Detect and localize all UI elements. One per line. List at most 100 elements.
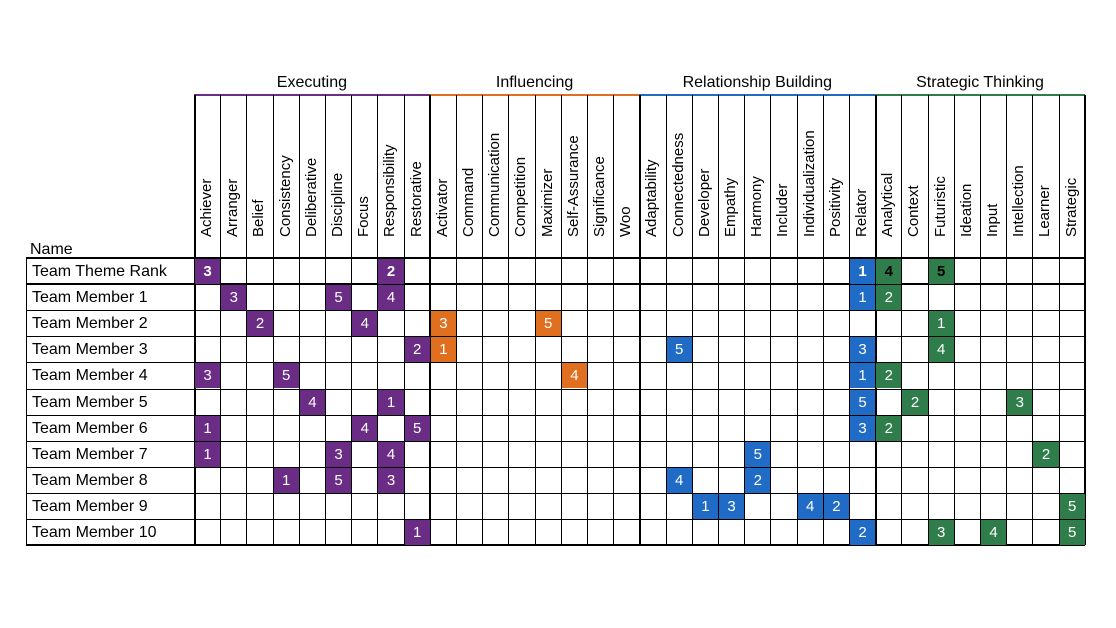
grid-vline (246, 95, 248, 546)
theme-header-label: Intellection (1010, 165, 1028, 237)
team-member-label: Team Member 2 (32, 315, 148, 333)
theme-header-label: Woo (617, 206, 635, 237)
theme-header-intellection: Intellection (1010, 93, 1034, 255)
rank-cell-intellection: 3 (1007, 389, 1033, 415)
grid-vline (325, 95, 326, 546)
theme-header-adaptability: Adaptability (643, 93, 667, 255)
rank-cell-restorative: 2 (404, 337, 430, 363)
theme-header-label: Includer (774, 183, 792, 237)
grid-vline (456, 95, 457, 546)
grid-vline (718, 95, 719, 546)
rank-cell-connectedness: 4 (666, 467, 692, 493)
theme-header-significance: Significance (591, 93, 615, 255)
team-theme-rank-label: Team Theme Rank (32, 263, 167, 280)
domain-bar-relationship-building (639, 94, 876, 96)
theme-header-activator: Activator (434, 93, 458, 255)
theme-header-restorative: Restorative (408, 93, 432, 255)
grid-vline (1032, 95, 1034, 546)
rank-cell-restorative: 5 (404, 415, 430, 441)
grid-vline (508, 95, 510, 546)
theme-header-label: Focus (355, 196, 373, 237)
theme-header-woo: Woo (617, 93, 641, 255)
theme-header-connectedness: Connectedness (670, 93, 694, 255)
team-member-label: Team Member 6 (32, 419, 148, 437)
rank-cell-input: 4 (981, 520, 1007, 546)
rank-cell-relator: 1 (850, 285, 876, 311)
grid-hline (26, 414, 1085, 416)
theme-header-label: Strategic (1062, 177, 1080, 237)
rank-cell-responsibility: 3 (378, 467, 404, 493)
rank-cell-analytical: 2 (876, 415, 902, 441)
team-member-label: Team Member 5 (32, 393, 148, 411)
grid-vline (351, 95, 353, 546)
grid-vline (403, 95, 405, 546)
rank-cell-restorative: 1 (404, 520, 430, 546)
rank-cell-relator: 1 (850, 363, 876, 389)
theme-header-label: Connectedness (669, 132, 687, 237)
rank-cell-activator: 3 (430, 311, 456, 337)
grid-vline (638, 95, 641, 546)
rank-cell-discipline: 5 (326, 467, 352, 493)
grid-hline (26, 466, 1085, 468)
rank-cell-futuristic: 5 (928, 259, 954, 285)
rank-cell-developer: 1 (692, 493, 718, 519)
rank-cell-relator: 5 (850, 389, 876, 415)
domain-header-influencing: Influencing (495, 74, 574, 91)
theme-header-learner: Learner (1036, 93, 1060, 255)
rank-cell-responsibility: 4 (378, 441, 404, 467)
theme-header-label: Arranger (224, 178, 242, 237)
theme-header-label: Futuristic (931, 176, 949, 237)
rank-cell-futuristic: 1 (928, 311, 954, 337)
grid-hline (26, 362, 1085, 364)
grid-vline (429, 95, 432, 546)
team-member-label: Team Member 3 (32, 341, 148, 359)
theme-header-belief: Belief (250, 93, 274, 255)
theme-header-label: Communication (486, 132, 504, 237)
rank-cell-harmony: 5 (745, 441, 771, 467)
theme-header-label: Adaptability (643, 159, 661, 237)
rank-cell-relator: 2 (850, 520, 876, 546)
theme-header-label: Activator (433, 178, 451, 237)
theme-header-label: Achiever (198, 178, 215, 237)
theme-header-label: Discipline (329, 172, 346, 237)
theme-header-self-assurance: Self-Assurance (565, 93, 589, 255)
theme-header-individualization: Individualization (801, 93, 825, 255)
grid-vline (613, 95, 615, 546)
theme-header-relator: Relator (853, 93, 877, 255)
theme-header-positivity: Positivity (827, 93, 851, 255)
theme-header-responsibility: Responsibility (381, 93, 405, 255)
rank-cell-futuristic: 3 (928, 520, 954, 546)
rank-cell-focus: 4 (352, 311, 378, 337)
theme-header-discipline: Discipline (329, 93, 353, 255)
team-member-label: Team Member 1 (32, 289, 148, 307)
grid-hline (26, 336, 1085, 338)
rank-cell-positivity: 2 (823, 493, 849, 519)
rank-cell-connectedness: 5 (666, 337, 692, 363)
grid-vline (874, 95, 877, 546)
team-member-label: Team Member 8 (32, 471, 148, 489)
grid-vline (927, 95, 929, 546)
grid-vline (193, 95, 196, 546)
grid-hline (26, 492, 1085, 494)
theme-header-label: Individualization (800, 130, 818, 237)
domain-bar-strategic-thinking (875, 94, 1085, 96)
rank-cell-analytical: 2 (876, 285, 902, 311)
grid-vline (796, 95, 798, 546)
grid-vline (272, 95, 274, 546)
domain-header-executing: Executing (276, 74, 348, 91)
team-member-label: Team Member 4 (32, 367, 148, 385)
grid-left-border (26, 258, 27, 546)
theme-header-command: Command (460, 93, 484, 255)
rank-cell-relator: 3 (850, 415, 876, 441)
grid-vline (980, 95, 981, 546)
theme-header-label: Learner (1036, 185, 1054, 237)
grid-vline (482, 95, 484, 546)
rank-cell-consistency: 1 (273, 467, 299, 493)
grid-hline (26, 440, 1085, 442)
rank-cell-empathy: 3 (719, 493, 745, 519)
theme-header-ideation: Ideation (958, 93, 982, 255)
grid-vline (1006, 95, 1008, 546)
grid-vline (1058, 95, 1060, 546)
rank-cell-activator: 1 (430, 337, 456, 363)
